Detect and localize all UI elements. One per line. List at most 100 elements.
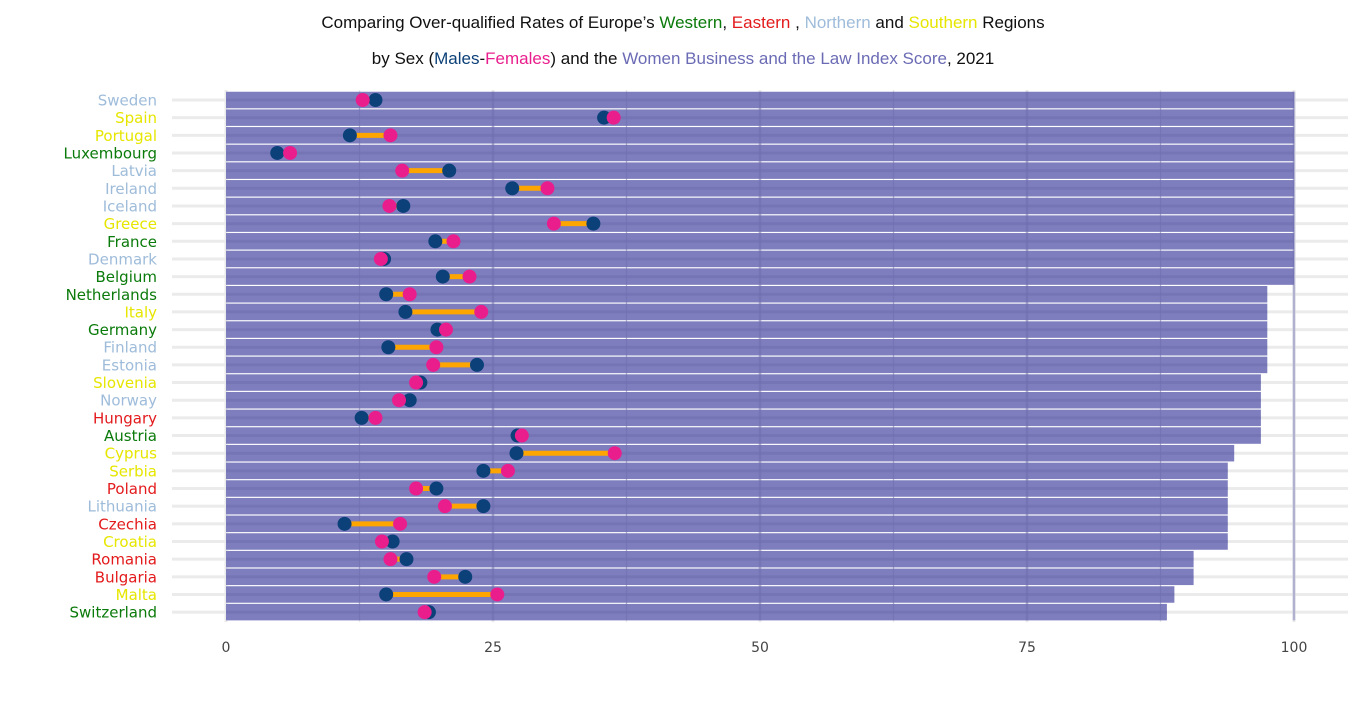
female-point — [429, 340, 444, 355]
y-tick-label: Italy — [124, 303, 157, 321]
male-point — [381, 340, 396, 355]
male-point — [379, 287, 394, 302]
x-tick-label: 0 — [222, 640, 231, 656]
male-point — [337, 516, 352, 531]
y-tick-label: Bulgaria — [95, 568, 157, 586]
male-point — [476, 463, 491, 478]
female-point — [283, 145, 298, 160]
y-tick-label: Norway — [100, 392, 157, 410]
female-point — [373, 251, 388, 266]
male-point — [597, 110, 612, 125]
chart-title-line-1: Comparing Over-qualified Rates of Europe… — [0, 13, 1366, 33]
y-tick-label: Switzerland — [70, 604, 158, 622]
title-line-2-segment: , 2021 — [946, 49, 995, 68]
y-tick-label: Iceland — [103, 197, 157, 215]
y-tick-label: Portugal — [95, 127, 157, 145]
y-tick-label: Serbia — [109, 462, 157, 480]
male-point — [342, 128, 357, 143]
male-point — [429, 481, 444, 496]
x-tick-label: 100 — [1281, 640, 1308, 656]
male-point — [435, 269, 450, 284]
index-bar — [226, 586, 1175, 603]
y-tick-label: Austria — [104, 427, 157, 445]
y-tick-label: Lithuania — [88, 498, 157, 516]
y-tick-label: Estonia — [102, 356, 157, 374]
female-point — [395, 163, 410, 178]
title-line-1-segment: , — [722, 13, 732, 32]
x-axis-labels: 0 25 50 75 100 — [222, 640, 1308, 656]
female-point — [417, 605, 432, 620]
female-point — [546, 216, 561, 231]
male-point — [368, 93, 383, 107]
female-point — [393, 516, 408, 531]
dumbbells — [270, 93, 622, 620]
male-point — [509, 446, 524, 461]
y-tick-label: Spain — [115, 109, 157, 127]
female-point — [402, 287, 417, 302]
title-line-2-segment: ) and the — [550, 49, 623, 68]
female-point — [409, 481, 424, 496]
index-bar — [226, 427, 1261, 444]
y-tick-label: Latvia — [111, 162, 157, 180]
title-line-1-segment: and — [870, 13, 909, 32]
index-bar — [226, 250, 1294, 268]
y-tick-label: Sweden — [98, 92, 157, 110]
female-point — [607, 446, 622, 461]
title-line-2-segment: Females — [485, 49, 551, 68]
x-tick-label: 50 — [751, 640, 769, 656]
female-point — [427, 569, 442, 584]
male-point — [505, 181, 520, 196]
female-point — [439, 322, 454, 337]
x-tick-label: 75 — [1018, 640, 1036, 656]
y-tick-label: Germany — [88, 321, 157, 339]
y-tick-label: Czechia — [98, 515, 157, 533]
title-line-1-segment: Western — [659, 13, 723, 32]
female-point — [383, 128, 398, 143]
female-point — [382, 198, 397, 213]
index-bar — [226, 91, 1294, 109]
index-bar — [226, 144, 1294, 162]
male-point — [385, 534, 400, 549]
female-point — [606, 110, 621, 125]
y-tick-label: Poland — [107, 480, 157, 498]
title-line-1-segment: Northern — [804, 13, 871, 32]
male-point — [442, 163, 457, 178]
chart-title-line-2: by Sex (Males-Females) and the Women Bus… — [0, 49, 1366, 69]
female-point — [490, 587, 505, 602]
index-bar — [226, 127, 1294, 144]
index-bar — [226, 215, 1294, 232]
female-point — [409, 375, 424, 390]
index-bar — [226, 462, 1228, 480]
y-tick-label: Denmark — [88, 250, 157, 268]
male-point — [428, 234, 443, 249]
title-line-2-segment: Males — [434, 49, 480, 68]
index-bar — [226, 409, 1261, 427]
male-point — [458, 569, 473, 584]
index-bar — [226, 480, 1228, 497]
y-tick-label: Slovenia — [93, 374, 157, 392]
y-tick-label: Malta — [116, 586, 157, 604]
female-point — [540, 181, 555, 196]
male-point — [270, 145, 285, 160]
y-tick-label: Hungary — [93, 409, 157, 427]
title-line-2-segment: - — [479, 49, 486, 68]
index-bar — [226, 374, 1261, 391]
female-point — [383, 552, 398, 567]
y-axis-labels: SwedenSpainPortugalLuxembourgLatviaIrela… — [64, 92, 158, 622]
y-tick-label: Luxembourg — [64, 144, 158, 162]
y-tick-label: Netherlands — [66, 286, 158, 304]
y-tick-label: Croatia — [103, 533, 157, 551]
y-tick-label: Belgium — [96, 268, 158, 286]
female-point — [355, 93, 370, 107]
title-line-1-segment: Eastern — [731, 13, 791, 32]
female-point — [474, 304, 489, 319]
index-bar — [226, 515, 1228, 533]
female-point — [462, 269, 477, 284]
index-bar — [226, 286, 1268, 303]
female-point — [514, 428, 529, 443]
female-point — [437, 499, 452, 514]
index-bar — [226, 162, 1294, 179]
y-tick-label: Romania — [91, 551, 157, 569]
index-bar — [226, 197, 1294, 215]
index-bar — [226, 391, 1261, 409]
